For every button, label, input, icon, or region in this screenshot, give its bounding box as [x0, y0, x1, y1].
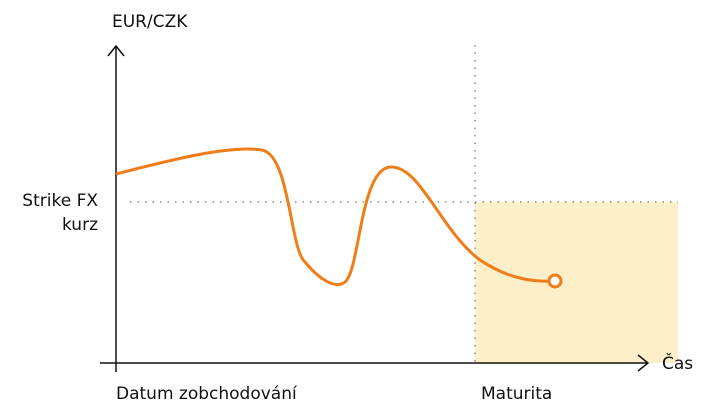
maturity-zone: [475, 202, 678, 363]
x-axis-label: Čas: [662, 352, 693, 374]
maturity-label: Maturita: [481, 384, 552, 404]
y-axis-arrow: [107, 44, 125, 57]
strike-label: Strike FX: [22, 191, 98, 211]
curve-end: [547, 273, 563, 289]
strike-label: kurz: [62, 215, 98, 235]
fx-curve: [115, 147, 556, 286]
trade-date-label: Datum zobchodování: [116, 384, 298, 404]
x-axis-arrow: [637, 354, 650, 372]
y-axis-label: EUR/CZK: [112, 12, 188, 32]
